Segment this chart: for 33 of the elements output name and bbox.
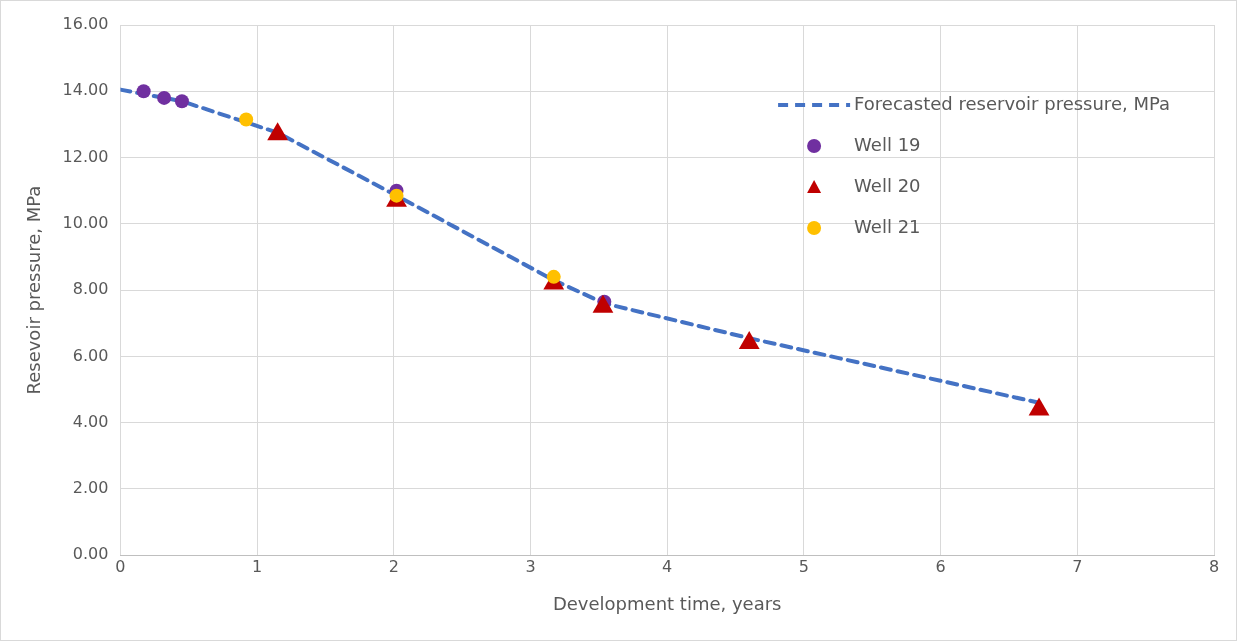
legend-label: Well 19	[854, 133, 921, 155]
y-tick-label: 14.00	[62, 80, 109, 100]
x-tick-label: 7	[1072, 556, 1083, 576]
y-tick-label: 6.00	[72, 345, 109, 365]
y-tick-label: 10.00	[62, 212, 109, 232]
point	[239, 112, 254, 127]
y-tick-label: 8.00	[72, 279, 109, 299]
point	[136, 84, 151, 99]
x-tick-label: 1	[252, 556, 263, 576]
y-tick-label: 4.00	[72, 411, 109, 431]
x-tick-label: 0	[115, 556, 126, 576]
x-tick-label: 3	[525, 556, 536, 576]
x-tick-label: 8	[1208, 556, 1220, 576]
legend-label: Forecasted reservoir pressure, MPa	[854, 92, 1170, 114]
point	[174, 94, 189, 109]
y-axis-title: Resevoir pressure, MPa	[23, 185, 45, 395]
point	[389, 188, 404, 203]
point	[1028, 397, 1050, 416]
x-tick-label: 4	[662, 556, 673, 576]
y-tick-label: 12.00	[62, 146, 109, 166]
point	[592, 294, 614, 313]
point	[738, 331, 760, 350]
point	[157, 90, 172, 105]
y-tick-label: 16.00	[62, 14, 109, 34]
x-tick-label: 5	[798, 556, 809, 576]
x-axis-title: Development time, years	[552, 592, 782, 614]
y-tick-label: 2.00	[72, 478, 109, 498]
point	[546, 269, 561, 284]
legend-label: Well 20	[854, 174, 921, 196]
x-tick-label: 2	[388, 556, 399, 576]
y-tick-label: 0.00	[72, 544, 109, 564]
legend-label: Well 21	[854, 215, 921, 237]
x-tick-label: 6	[935, 556, 946, 576]
